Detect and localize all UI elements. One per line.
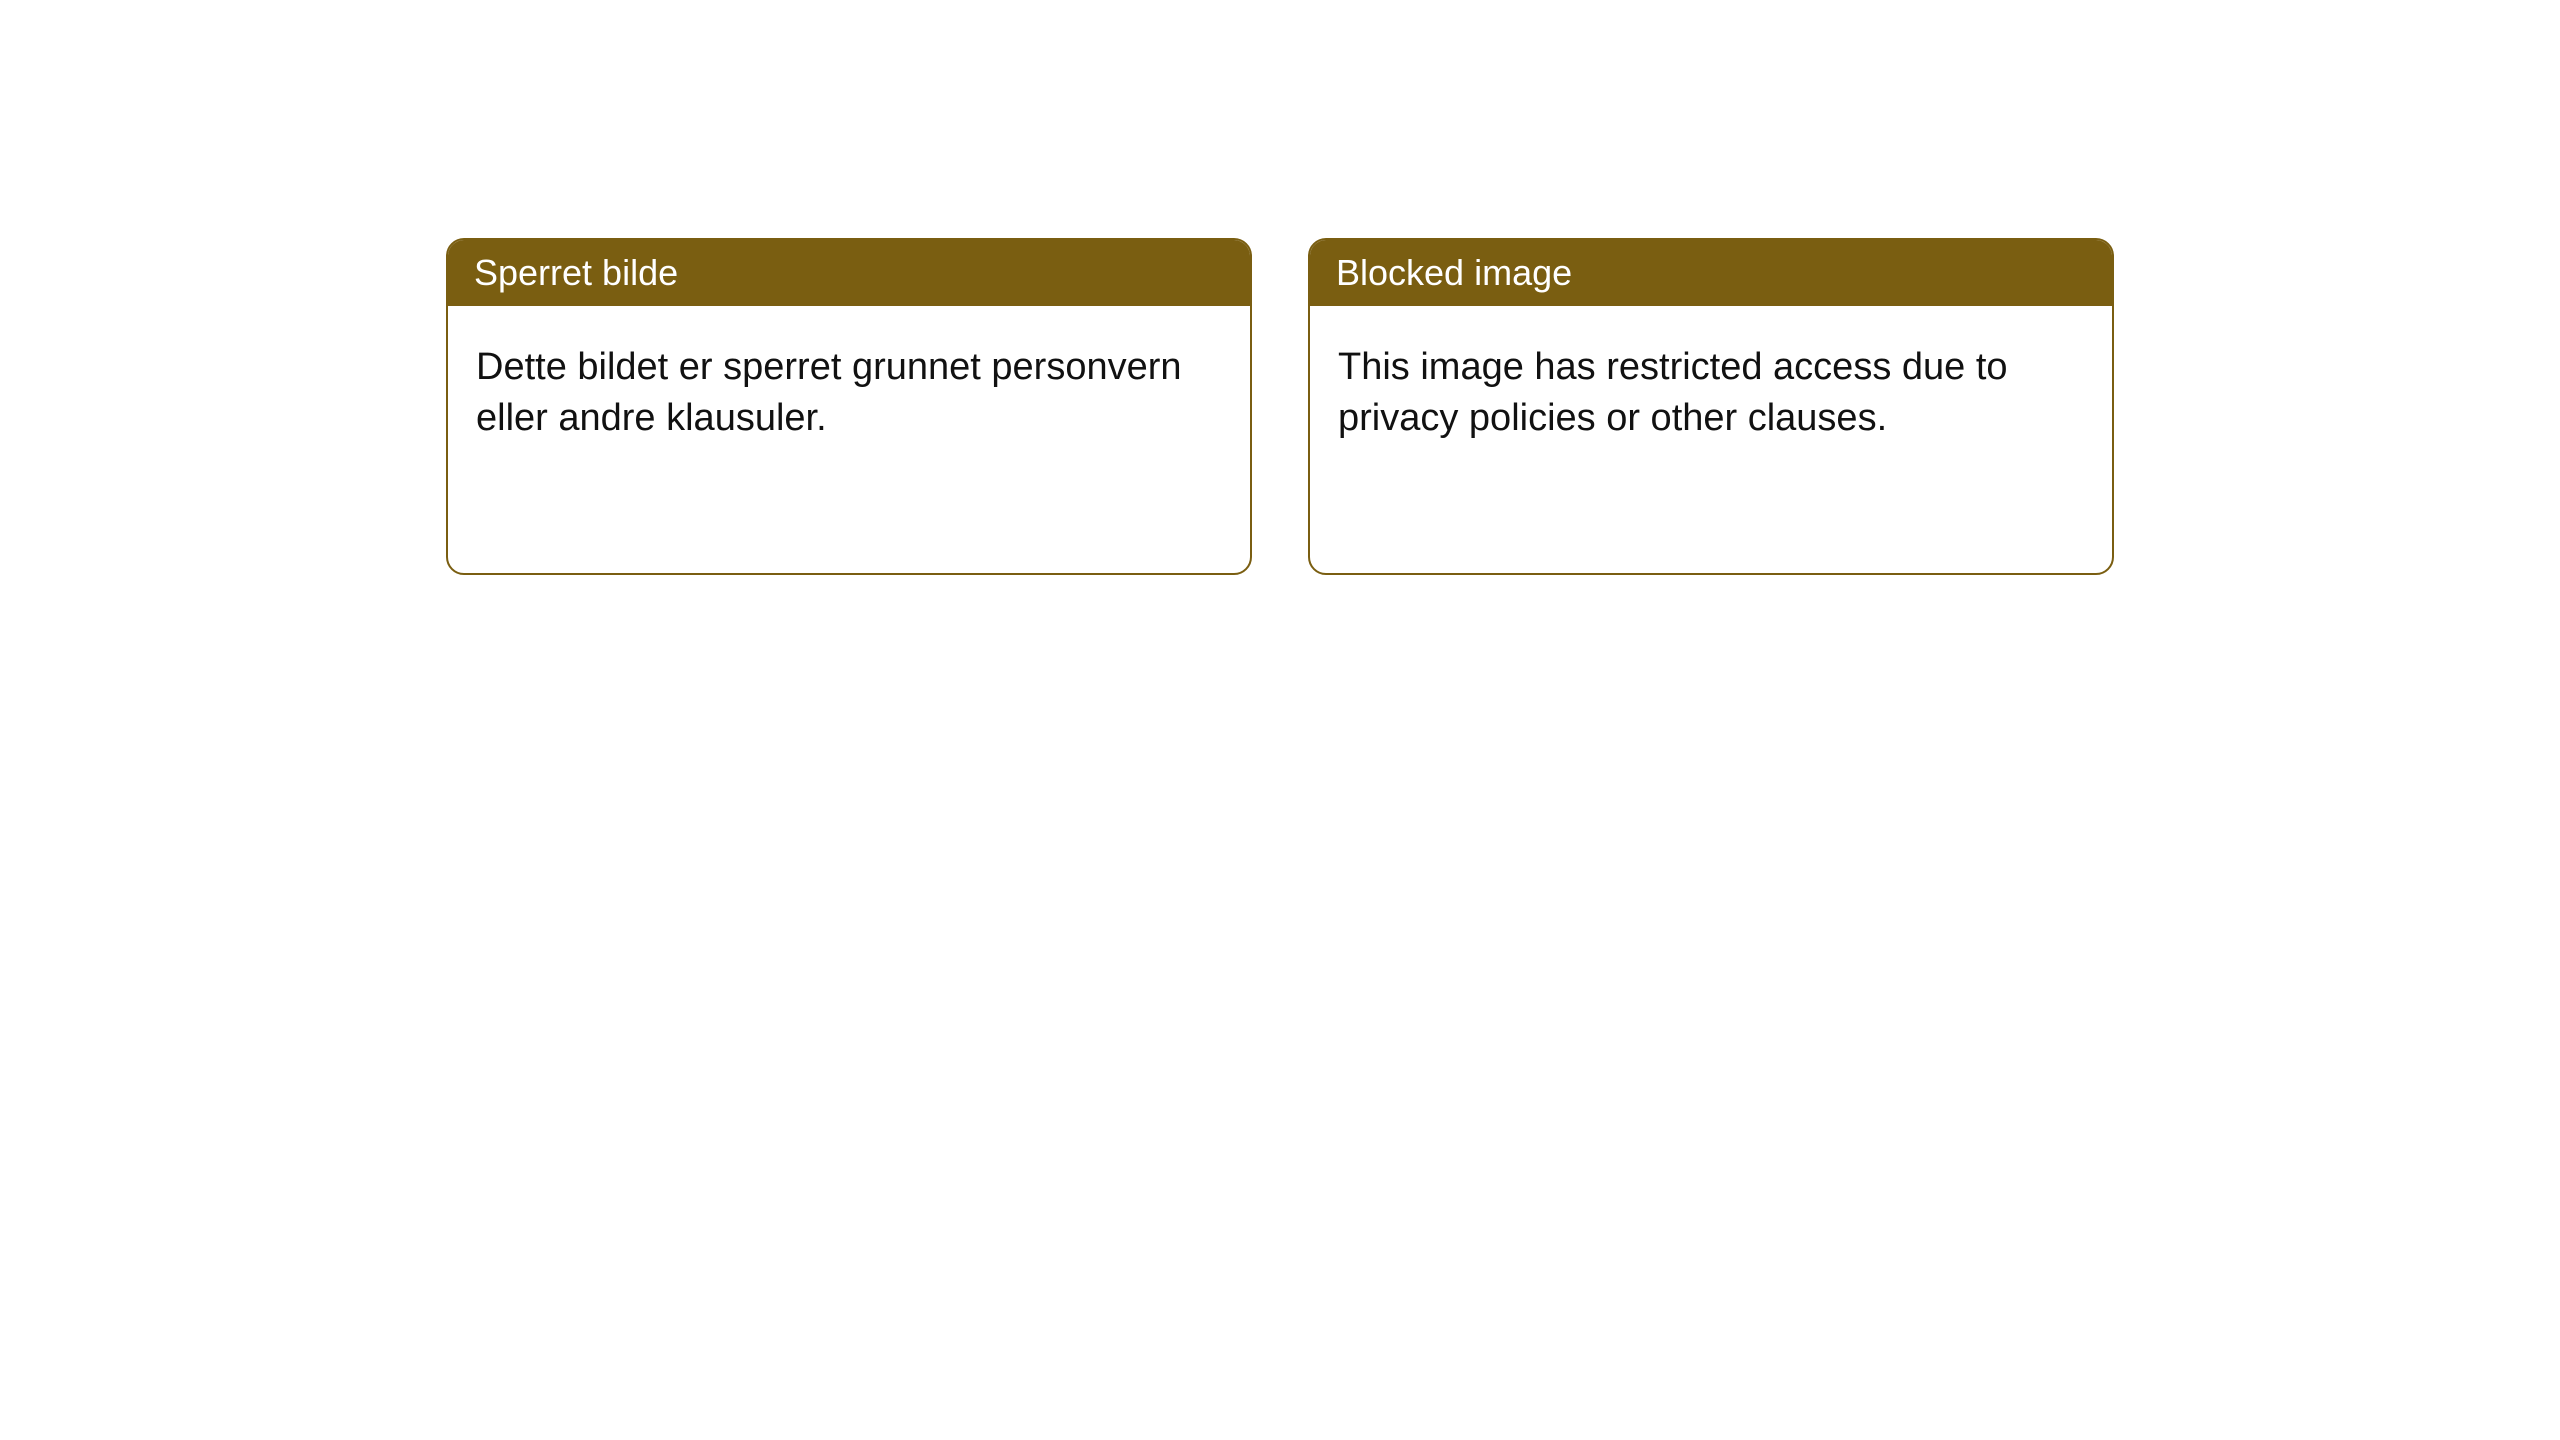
notice-container: Sperret bilde Dette bildet er sperret gr… (446, 238, 2114, 575)
notice-card-english: Blocked image This image has restricted … (1308, 238, 2114, 575)
notice-card-body: Dette bildet er sperret grunnet personve… (448, 306, 1250, 481)
notice-card-title: Blocked image (1310, 240, 2112, 306)
notice-card-body: This image has restricted access due to … (1310, 306, 2112, 481)
notice-card-norwegian: Sperret bilde Dette bildet er sperret gr… (446, 238, 1252, 575)
notice-card-title: Sperret bilde (448, 240, 1250, 306)
